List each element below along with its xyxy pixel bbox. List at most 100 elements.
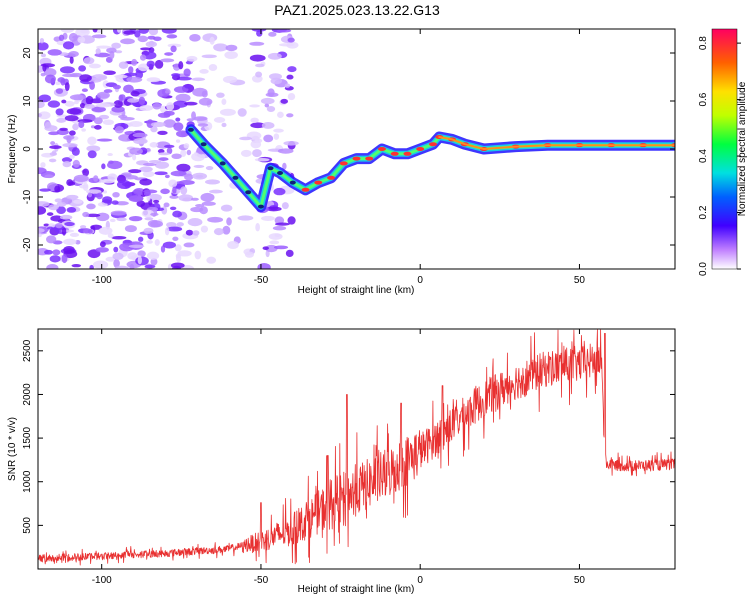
noise-blob: [38, 100, 45, 109]
noise-blob: [186, 149, 192, 156]
noise-blob: [59, 214, 73, 220]
noise-blob: [87, 192, 93, 198]
noise-blob: [91, 74, 108, 81]
noise-blob: [48, 204, 59, 211]
noise-blob: [111, 106, 125, 113]
noise-blob: [274, 222, 290, 226]
noise-blob: [39, 188, 52, 192]
noise-blob: [85, 95, 94, 105]
noise-blob: [54, 198, 63, 203]
noise-blob: [120, 38, 135, 45]
noise-blob: [48, 223, 56, 228]
noise-blob: [111, 42, 122, 49]
noise-blob: [47, 100, 61, 108]
noise-blob: [40, 53, 47, 58]
noise-blob: [64, 100, 75, 107]
noise-blob: [55, 108, 64, 116]
noise-blob: [39, 38, 45, 44]
noise-blob: [123, 84, 134, 94]
noise-blob: [46, 212, 54, 216]
y-tick-label: 1000: [22, 470, 33, 493]
ridge-core: [438, 136, 675, 151]
snr-frame: [37, 328, 676, 570]
y-tick-label: 1500: [22, 427, 33, 450]
noise-blob: [130, 90, 140, 97]
noise-blob: [193, 164, 205, 168]
noise-blob: [59, 127, 68, 131]
noise-blob: [85, 213, 101, 218]
y-tick-label: -20: [22, 237, 33, 252]
noise-blob: [139, 178, 153, 186]
snr-panel: -100 -50 0 50 500 1000 1500 2000 2500 Height of…: [7, 328, 676, 595]
noise-blob: [149, 142, 159, 148]
y-tick-label: 20: [22, 47, 33, 59]
noise-blob: [150, 212, 159, 216]
noise-blob: [110, 210, 127, 216]
noise-blob: [96, 138, 113, 142]
noise-blob: [111, 236, 127, 240]
y-tick-label: 500: [22, 517, 33, 534]
noise-blob: [38, 113, 42, 118]
noise-blob: [266, 105, 276, 112]
noise-blob: [69, 94, 86, 101]
noise-blob: [226, 217, 232, 226]
x-tick-label: 50: [574, 275, 586, 286]
noise-blob: [276, 29, 292, 33]
noise-blob: [157, 148, 165, 154]
noise-blob: [268, 31, 277, 37]
noise-blob: [204, 179, 221, 185]
noise-blob: [207, 216, 224, 223]
noise-blob: [138, 29, 150, 34]
noise-blob: [128, 120, 143, 127]
noise-blob: [48, 131, 60, 136]
noise-blob: [132, 132, 148, 138]
noise-blob: [43, 68, 57, 77]
noise-blob: [176, 130, 189, 138]
noise-blob: [261, 121, 275, 129]
noise-blob: [283, 141, 299, 146]
noise-blob: [158, 157, 169, 161]
colorbar-label: Normalized spectral amplitude: [737, 81, 748, 216]
ridge-point: [428, 142, 437, 147]
noise-blob: [146, 251, 160, 260]
noise-blob: [175, 117, 181, 122]
noise-blob: [200, 192, 215, 202]
noise-blob: [138, 96, 146, 106]
noise-blob: [150, 257, 158, 266]
noise-blob: [107, 160, 123, 170]
noise-blob: [44, 121, 52, 129]
noise-blob: [262, 246, 269, 250]
noise-blob: [249, 54, 266, 62]
noise-blob: [221, 98, 227, 105]
noise-blob: [112, 252, 124, 260]
noise-blob: [169, 206, 177, 211]
y-tick-label: 2000: [22, 383, 33, 406]
noise-blob: [128, 169, 142, 174]
noise-blob: [273, 128, 284, 133]
noise-blob: [239, 136, 253, 141]
noise-blob: [264, 103, 270, 108]
noise-blob: [144, 217, 154, 221]
noise-blob: [126, 76, 143, 83]
noise-blob: [237, 108, 247, 117]
noise-blob: [286, 113, 294, 118]
noise-blob: [269, 240, 280, 245]
noise-blob: [272, 225, 287, 231]
noise-blob: [171, 73, 181, 77]
noise-blob: [160, 58, 175, 63]
noise-blob: [160, 188, 170, 195]
noise-blob: [83, 57, 95, 65]
colorbar-tick-label: 0.2: [698, 205, 709, 219]
noise-blob: [61, 99, 67, 104]
noise-blob: [38, 201, 50, 207]
noise-blob: [142, 170, 155, 178]
ridge-point: [245, 190, 252, 195]
noise-blob: [56, 117, 67, 123]
noise-blob: [281, 202, 289, 210]
noise-blob: [177, 250, 192, 257]
noise-blob: [138, 236, 144, 242]
ridge-point: [377, 147, 386, 151]
y-tick-label: -10: [22, 189, 33, 204]
noise-blob: [92, 29, 98, 33]
